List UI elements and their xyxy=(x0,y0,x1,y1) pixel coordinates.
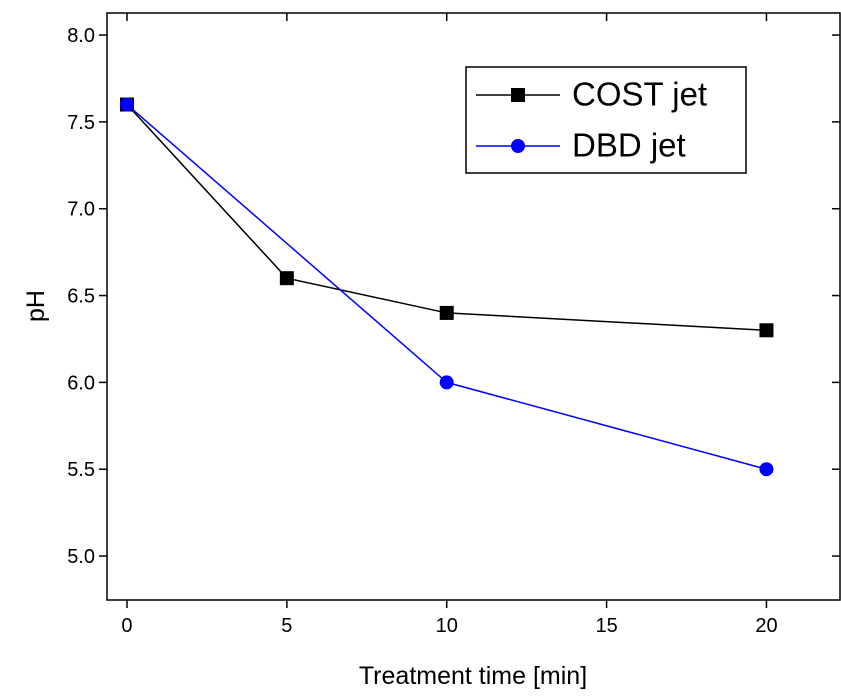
y-tick-label: 7.5 xyxy=(67,112,95,134)
y-tick-label: 8.0 xyxy=(67,25,95,47)
series-line xyxy=(126,104,767,332)
x-tick-label: 5 xyxy=(281,615,292,637)
point xyxy=(119,97,134,112)
point xyxy=(439,375,454,390)
y-tick-label: 7.0 xyxy=(67,199,95,221)
legend-marker xyxy=(511,139,525,153)
y-tick-label: 6.0 xyxy=(67,372,95,394)
y-tick-label: 5.5 xyxy=(67,459,95,481)
x-tick-label: 10 xyxy=(436,615,458,637)
legend-marker xyxy=(511,88,525,102)
plot-frame xyxy=(106,12,841,601)
legend-label: DBD jet xyxy=(572,127,686,164)
legend-label: COST jet xyxy=(572,76,707,113)
x-tick-label: 20 xyxy=(755,615,777,637)
point xyxy=(439,305,454,320)
y-tick-label: 6.5 xyxy=(67,286,95,308)
y-tick-label: 5.0 xyxy=(67,546,95,568)
point xyxy=(759,462,774,477)
x-axis-label: Treatment time [min] xyxy=(359,662,587,690)
point xyxy=(759,323,774,338)
point xyxy=(279,271,294,286)
x-tick-label: 0 xyxy=(121,615,132,637)
legend-box xyxy=(465,66,747,174)
x-tick-label: 15 xyxy=(595,615,617,637)
y-axis-label: pH xyxy=(22,290,50,322)
